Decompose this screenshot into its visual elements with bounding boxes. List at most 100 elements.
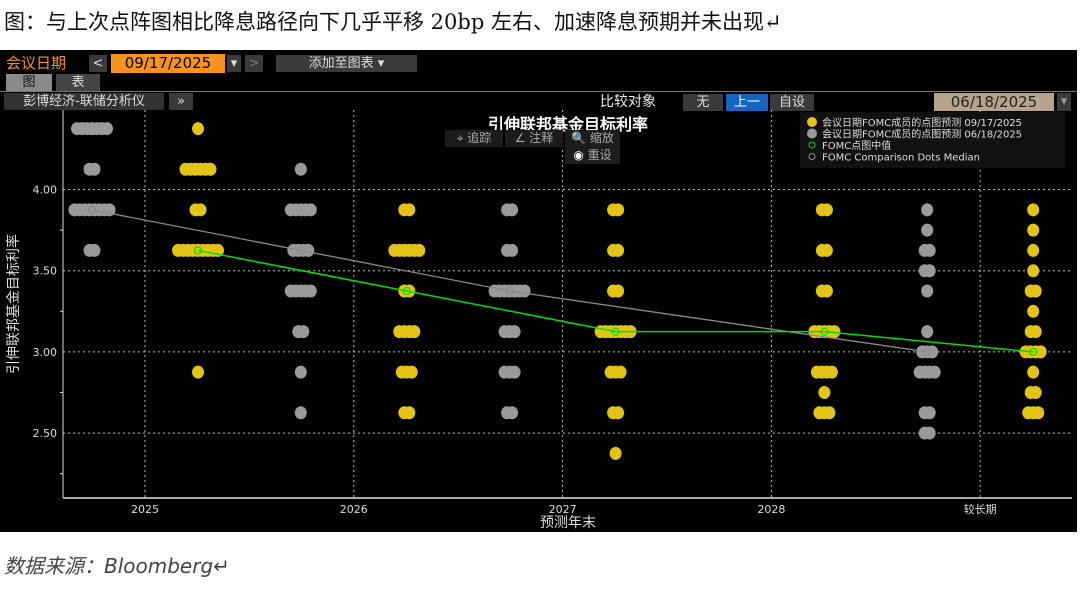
previous-dot bbox=[506, 406, 519, 420]
current-median-marker bbox=[193, 246, 203, 255]
previous-dot bbox=[297, 325, 310, 339]
current-dot bbox=[192, 365, 204, 379]
compare-date-input[interactable]: 06/18/2025 bbox=[934, 93, 1054, 111]
x-tick-label: 2028 bbox=[757, 503, 785, 516]
meeting-date-input[interactable]: 09/17/2025 bbox=[111, 54, 225, 73]
x-tick-label: 2027 bbox=[549, 503, 577, 516]
previous-dot bbox=[928, 365, 941, 379]
previous-dot bbox=[294, 406, 307, 420]
y-tick-label: 2.50 bbox=[33, 427, 58, 440]
current-dot bbox=[1034, 345, 1047, 359]
y-tick-label: 4.00 bbox=[33, 184, 58, 197]
current-median-line bbox=[197, 249, 1034, 353]
next-date-button[interactable]: > bbox=[245, 55, 263, 72]
x-tick-label: 较长期 bbox=[964, 502, 997, 516]
previous-dot bbox=[926, 345, 939, 359]
reset-icon: ◉ bbox=[573, 148, 588, 162]
legend-label: 会议日期FOMC成员的点图预测 06/18/2025 bbox=[822, 128, 1022, 141]
current-dot bbox=[408, 325, 421, 339]
current-dot bbox=[1029, 284, 1042, 298]
track-button[interactable]: ⌖ 追踪 bbox=[445, 130, 503, 147]
current-dot bbox=[820, 243, 833, 257]
current-median-marker bbox=[820, 327, 829, 336]
meeting-date-label: 会议日期 bbox=[6, 54, 67, 72]
previous-dot bbox=[921, 284, 934, 298]
current-dot bbox=[403, 203, 416, 217]
data-source: 数据来源：Bloomberg↵ bbox=[4, 554, 230, 578]
expand-button[interactable]: » bbox=[169, 93, 193, 110]
tab-table[interactable]: 表 bbox=[56, 74, 100, 91]
legend-label: FOMC Comparison Dots Median bbox=[822, 153, 980, 164]
reset-button[interactable]: ◉ 重设 bbox=[565, 147, 620, 164]
compare-custom-button[interactable]: 自设 bbox=[770, 94, 814, 111]
current-dot bbox=[823, 406, 836, 420]
previous-dot bbox=[302, 243, 315, 257]
figure-caption: 图：与上次点阵图相比降息路径向下几乎平移 20bp 左右、加速降息预期并未出现↵ bbox=[4, 10, 782, 34]
current-dot bbox=[609, 446, 622, 460]
legend-marker bbox=[807, 128, 817, 139]
annotate-button[interactable]: ∠ 注释 bbox=[505, 130, 563, 147]
compare-date-dropdown[interactable]: ▾ bbox=[1057, 93, 1071, 111]
current-dot bbox=[612, 406, 625, 420]
current-dot bbox=[1027, 365, 1040, 379]
legend-box bbox=[800, 112, 1065, 168]
previous-median-marker bbox=[87, 205, 97, 214]
previous-dot bbox=[88, 162, 101, 176]
previous-dot bbox=[304, 203, 317, 217]
legend-marker bbox=[807, 117, 817, 127]
current-dot bbox=[614, 365, 627, 379]
tab-chart[interactable]: 图 bbox=[6, 74, 52, 91]
previous-dot bbox=[518, 284, 531, 298]
previous-dot bbox=[294, 365, 307, 379]
current-median-marker bbox=[1029, 347, 1038, 356]
previous-dot bbox=[923, 264, 936, 278]
previous-dot bbox=[506, 243, 519, 257]
previous-dot bbox=[88, 243, 101, 257]
current-dot bbox=[825, 365, 838, 379]
current-dot bbox=[820, 284, 833, 298]
chart-title: 引伸联邦基金目标利率 bbox=[488, 115, 648, 134]
y-tick-label: 3.50 bbox=[33, 265, 58, 278]
bloomberg-panel: 会议日期 < 09/17/2025 ▾ > 添加至图表 ▾ 图 表 彭博经济-联… bbox=[0, 50, 1077, 532]
current-dot bbox=[1029, 325, 1042, 339]
y-tick-label: 3.00 bbox=[33, 346, 58, 359]
current-dot bbox=[1027, 243, 1040, 257]
previous-median-line bbox=[91, 209, 928, 353]
previous-dot bbox=[508, 325, 521, 339]
current-dot bbox=[405, 365, 418, 379]
previous-dot bbox=[923, 406, 936, 420]
date-dropdown-button[interactable]: ▾ bbox=[227, 55, 241, 72]
reset-label: 重设 bbox=[587, 148, 612, 162]
previous-median-marker bbox=[505, 286, 514, 296]
divider bbox=[0, 91, 1077, 92]
legend-marker bbox=[808, 153, 816, 160]
x-tick-label: 2026 bbox=[340, 503, 368, 516]
add-to-chart-button[interactable]: 添加至图表 ▾ bbox=[276, 55, 417, 72]
current-dot bbox=[1029, 385, 1042, 399]
previous-dot bbox=[508, 365, 521, 379]
current-dot bbox=[820, 203, 833, 217]
zoom-button[interactable]: 🔍 缩放 bbox=[565, 130, 620, 147]
current-dot bbox=[818, 385, 831, 399]
compare-label: 比较对象 bbox=[600, 94, 656, 110]
legend-marker bbox=[808, 141, 816, 149]
current-median-marker bbox=[611, 327, 620, 336]
current-dot bbox=[204, 162, 217, 176]
previous-dot bbox=[921, 203, 934, 217]
current-dot bbox=[403, 406, 416, 420]
previous-median-marker bbox=[923, 347, 932, 356]
previous-dot bbox=[923, 243, 936, 257]
current-dot bbox=[1027, 304, 1040, 318]
compare-previous-button[interactable]: 上一 bbox=[726, 94, 768, 111]
compare-none-button[interactable]: 无 bbox=[683, 94, 723, 111]
prev-date-button[interactable]: < bbox=[89, 55, 107, 72]
previous-dot bbox=[923, 426, 936, 440]
current-dot bbox=[1032, 406, 1045, 420]
previous-dot bbox=[294, 162, 307, 176]
current-dot bbox=[1027, 223, 1040, 237]
x-tick-label: 2025 bbox=[131, 503, 159, 516]
analyzer-button[interactable]: 彭博经济-联储分析仪 bbox=[4, 93, 164, 110]
previous-dot bbox=[304, 284, 317, 298]
previous-median-marker bbox=[296, 246, 305, 255]
